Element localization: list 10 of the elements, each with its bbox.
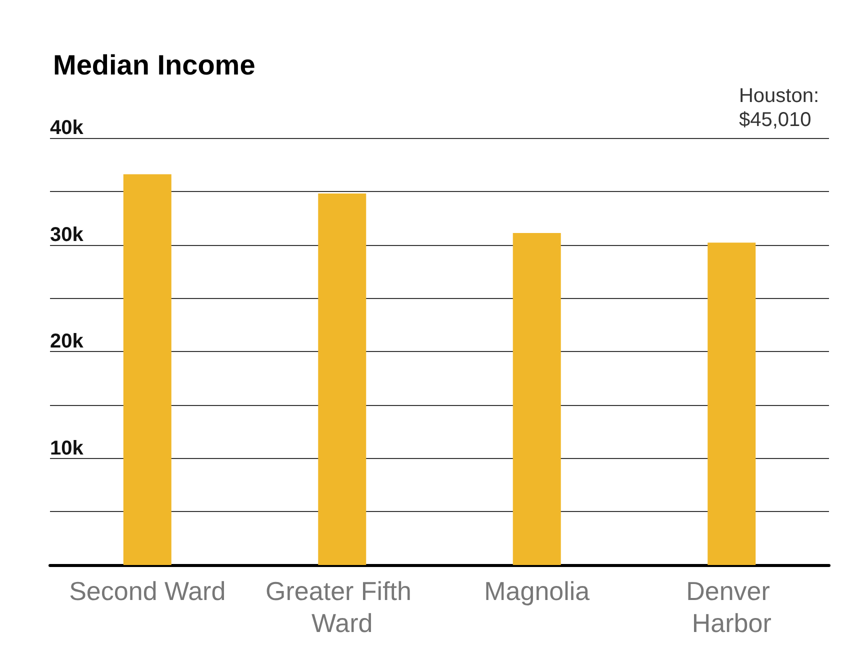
x-tick-label: Magnolia — [484, 576, 590, 606]
y-tick-label: 10k — [50, 437, 84, 460]
x-tick-label: Second Ward — [69, 576, 226, 606]
chart-title: Median Income — [53, 50, 256, 80]
text: Houston: $45,010 — [738, 85, 820, 131]
y-tick-label: 40k — [50, 117, 84, 139]
y-tick-label: 20k — [50, 330, 84, 352]
x-tick-label: Denver Harbor — [686, 576, 778, 638]
x-tick-label: Greater Fifth Ward — [266, 576, 419, 638]
y-tick-label: 30k — [50, 224, 84, 246]
